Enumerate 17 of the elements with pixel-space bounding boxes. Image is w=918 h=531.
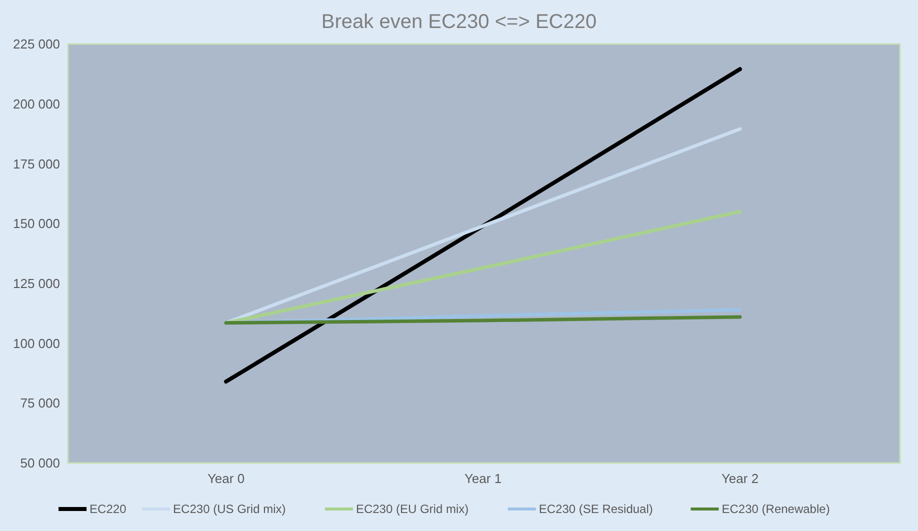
y-tick-label: 50 000 (20, 456, 60, 471)
chart-title: Break even EC230 <=> EC220 (321, 11, 597, 33)
y-tick-label: 175 000 (13, 156, 60, 172)
y-tick-label: 125 000 (13, 276, 60, 291)
x-tick-label: Year 0 (207, 471, 245, 486)
y-tick-label: 100 000 (13, 336, 60, 351)
y-tick-label: 200 000 (13, 96, 60, 112)
legend-label: EC230 (Renewable) (722, 502, 830, 516)
legend-label: EC220 (90, 502, 127, 516)
legend-label: EC230 (SE Residual) (538, 502, 653, 516)
legend-label: EC230 (US Grid mix) (173, 502, 286, 516)
y-tick-label: 75 000 (20, 396, 60, 411)
x-tick-label: Year 1 (464, 471, 502, 486)
x-tick-label: Year 2 (721, 471, 759, 486)
y-tick-label: 150 000 (13, 216, 60, 232)
y-tick-label: 225 000 (13, 36, 60, 52)
legend-label: EC230 (EU Grid mix) (356, 502, 469, 516)
